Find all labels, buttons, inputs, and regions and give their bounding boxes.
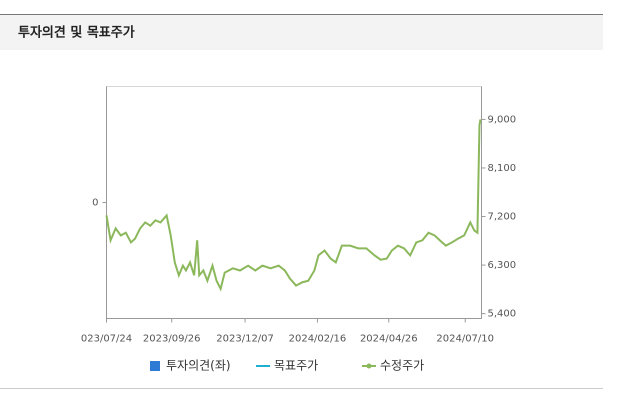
y2-tick-label: 6,300 xyxy=(488,260,517,271)
chart-title: 투자의견 및 목표주가 xyxy=(18,25,135,41)
x-tick-label: 2024/02/16 xyxy=(289,334,347,345)
x-tick-label: 2024/04/26 xyxy=(360,334,418,345)
price-line xyxy=(105,119,482,292)
x-tick-label: 2023/12/07 xyxy=(216,334,274,345)
legend-swatch xyxy=(150,361,160,371)
header-bar xyxy=(0,15,603,50)
y-tick-label: 0 xyxy=(92,198,98,209)
x-tick-label: 2023/09/26 xyxy=(143,334,201,345)
y2-tick-label: 8,100 xyxy=(488,163,517,174)
x-tick-label: 2024/07/10 xyxy=(436,334,494,345)
legend-dot xyxy=(366,363,372,369)
legend-label: 목표주가 xyxy=(274,359,318,373)
y2-tick-label: 5,400 xyxy=(488,309,517,320)
legend-label: 수정주가 xyxy=(380,359,424,373)
y2-tick-label: 7,200 xyxy=(488,212,517,223)
y2-tick-label: 9,000 xyxy=(488,114,517,125)
legend-label: 투자의견(좌) xyxy=(166,359,231,373)
x-tick-label: 023/07/24 xyxy=(81,334,132,345)
